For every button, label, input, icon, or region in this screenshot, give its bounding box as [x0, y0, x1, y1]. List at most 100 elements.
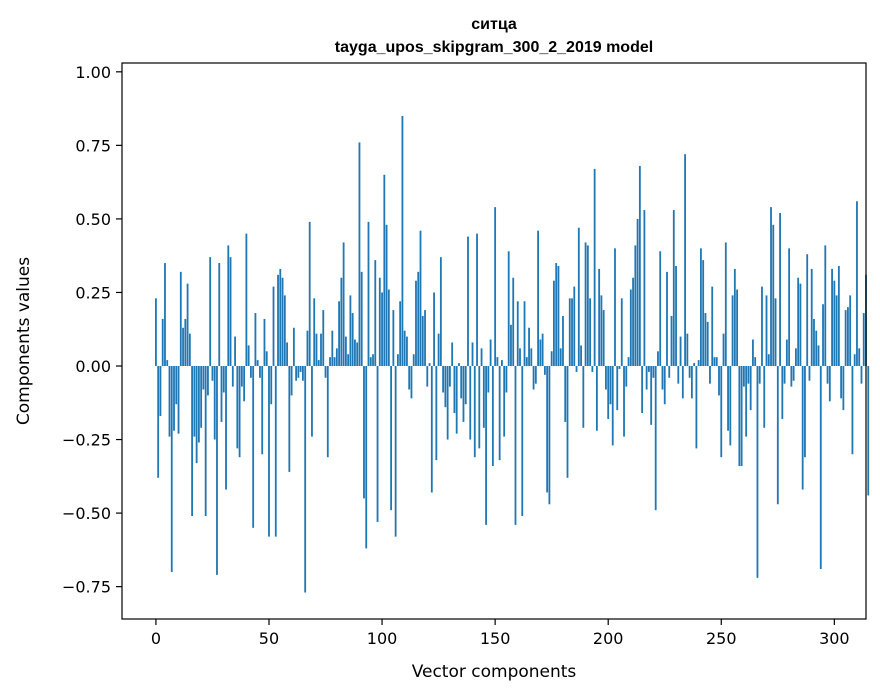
bar-277 — [781, 366, 784, 419]
bar-133 — [455, 366, 458, 434]
bar-173 — [546, 366, 549, 493]
bar-172 — [543, 366, 546, 375]
bar-86 — [349, 295, 352, 367]
bar-224 — [661, 366, 664, 390]
bar-96 — [372, 354, 374, 367]
x-axis: 0 50 100 150 200 250 300 — [151, 619, 850, 648]
bar-1 — [157, 366, 160, 478]
bar-281 — [790, 366, 793, 387]
bar-255 — [731, 295, 734, 367]
bar-93 — [365, 366, 368, 549]
bar-191 — [586, 245, 589, 367]
bar-18 — [195, 366, 198, 464]
bar-30 — [222, 366, 225, 393]
bar-198 — [602, 310, 605, 367]
bar-142 — [476, 233, 478, 367]
bar-158 — [512, 277, 515, 367]
bar-291 — [813, 318, 815, 367]
y-tick-label: 0.25 — [75, 283, 111, 302]
bar-263 — [749, 366, 752, 411]
bar-150 — [494, 207, 497, 367]
bar-122 — [430, 366, 433, 493]
bar-50 — [268, 366, 270, 537]
bar-272 — [770, 207, 772, 367]
bar-0 — [155, 298, 157, 367]
bar-290 — [810, 268, 813, 367]
bar-235 — [686, 333, 689, 367]
y-axis: −0.75 −0.50 −0.25 0.00 0.25 0.50 0.75 1.00 — [62, 63, 122, 597]
bar-228 — [670, 315, 673, 367]
bar-38 — [240, 366, 243, 387]
bar-119 — [424, 310, 426, 367]
bar-107 — [396, 354, 399, 367]
bar-105 — [392, 310, 395, 367]
x-tick-label: 200 — [593, 629, 624, 648]
y-tick-label: −0.75 — [62, 578, 111, 597]
bar-181 — [564, 366, 567, 422]
bar-313 — [862, 313, 865, 367]
bar-311 — [858, 348, 861, 367]
bar-192 — [589, 298, 592, 367]
bar-124 — [435, 366, 438, 461]
bar-128 — [444, 366, 447, 408]
bar-15 — [188, 333, 191, 367]
bar-148 — [489, 339, 492, 367]
bar-221 — [654, 366, 657, 511]
bar-72 — [317, 360, 320, 367]
bar-261 — [745, 366, 748, 437]
bar-271 — [767, 354, 770, 367]
bar-127 — [442, 366, 445, 393]
bar-243 — [704, 313, 707, 367]
bar-115 — [415, 280, 417, 367]
bar-247 — [713, 357, 716, 367]
bar-36 — [236, 366, 239, 449]
bar-52 — [272, 286, 275, 367]
bar-153 — [501, 360, 503, 367]
bar-204 — [616, 366, 619, 411]
bar-206 — [620, 298, 623, 367]
bar-71 — [315, 333, 318, 367]
x-tick-label: 100 — [367, 629, 398, 648]
bar-202 — [611, 366, 614, 446]
bar-283 — [794, 348, 797, 367]
bar-84 — [344, 336, 347, 367]
bar-25 — [211, 366, 214, 381]
bar-99 — [378, 277, 381, 367]
bar-54 — [277, 274, 279, 367]
bar-226 — [666, 271, 668, 367]
bar-125 — [437, 333, 440, 367]
bar-26 — [213, 366, 216, 440]
bar-308 — [851, 366, 854, 455]
bar-45 — [256, 360, 259, 367]
bar-169 — [537, 230, 540, 367]
bar-41 — [247, 345, 250, 367]
bar-154 — [503, 366, 506, 437]
bar-209 — [627, 357, 630, 367]
bar-75 — [324, 366, 327, 378]
bar-301 — [835, 295, 838, 367]
chart-title-line1: ситца — [471, 16, 517, 33]
bar-104 — [390, 366, 393, 511]
bar-89 — [356, 342, 359, 367]
bar-76 — [326, 366, 329, 458]
bar-165 — [528, 327, 530, 367]
bar-186 — [575, 366, 578, 372]
bar-293 — [817, 345, 820, 367]
bar-90 — [358, 142, 361, 367]
bar-112 — [408, 366, 411, 390]
bar-155 — [505, 366, 508, 393]
y-tick-label: 0.50 — [75, 210, 111, 229]
bar-49 — [265, 351, 268, 367]
bar-164 — [525, 357, 528, 367]
bar-300 — [833, 280, 836, 367]
bar-305 — [844, 310, 847, 367]
bar-233 — [681, 366, 684, 399]
bar-295 — [822, 304, 824, 367]
bar-267 — [758, 366, 761, 384]
bar-157 — [510, 324, 512, 367]
bar-149 — [491, 366, 494, 467]
bar-33 — [229, 257, 232, 367]
bar-223 — [659, 251, 662, 367]
bar-238 — [693, 363, 696, 367]
